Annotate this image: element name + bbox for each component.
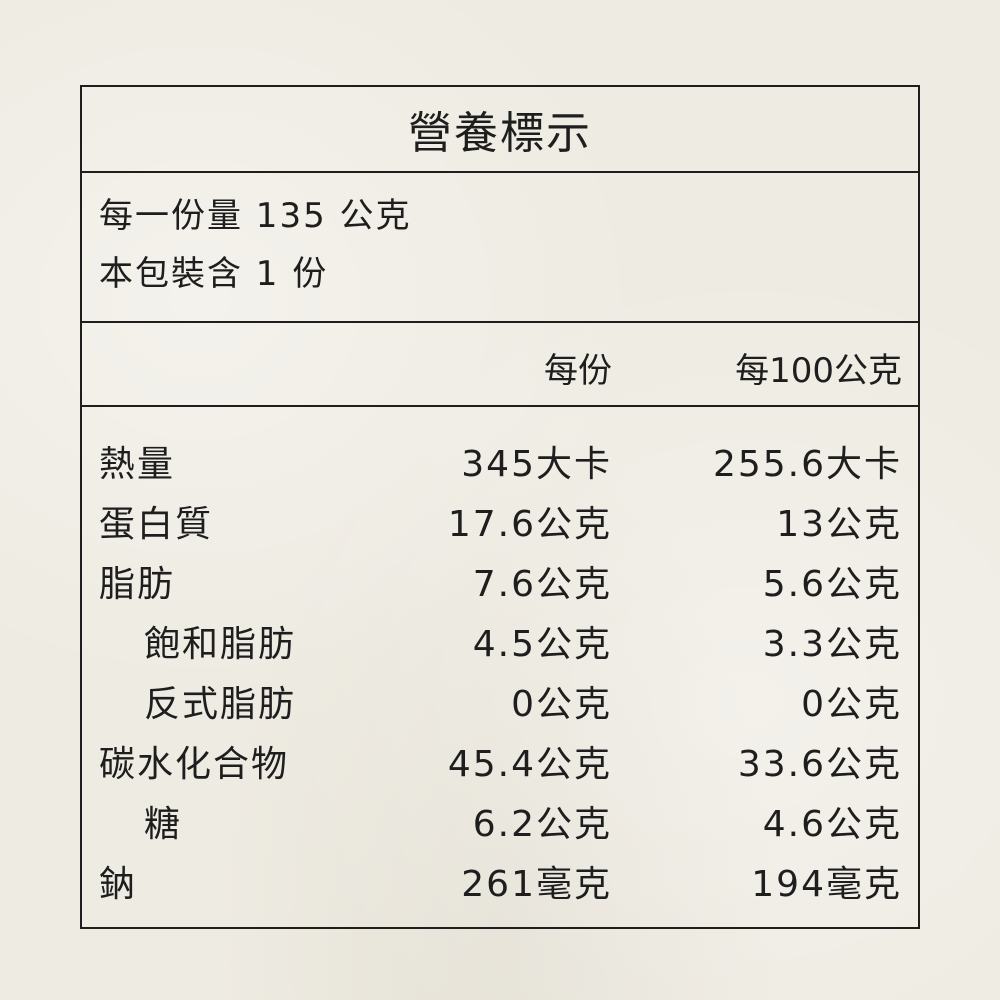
per-serving-value: 345大卡 <box>461 444 612 485</box>
serving-info: 每一份量 135 公克 本包裝含 1 份 <box>82 173 918 323</box>
nutrient-label: 蛋白質 <box>99 504 214 545</box>
per-serving-value: 7.6公克 <box>472 564 612 605</box>
per-serving-value: 4.5公克 <box>472 624 612 665</box>
per-serving-value: 6.2公克 <box>472 804 612 845</box>
per-100g-header: 每100公克 <box>735 351 902 391</box>
nutrient-label: 飽和脂肪 <box>144 624 297 665</box>
nutrient-row: 蛋白質 17.6公克 13公克 <box>82 489 918 549</box>
nutrient-row: 碳水化合物 45.4公克 33.6公克 <box>82 729 918 789</box>
per-100g-value: 5.6公克 <box>762 564 902 605</box>
per-serving-value: 261毫克 <box>461 864 612 905</box>
servings-per-package: 本包裝含 1 份 <box>99 254 329 294</box>
nutrient-row: 糖 6.2公克 4.6公克 <box>82 789 918 849</box>
nutrient-row: 鈉 261毫克 194毫克 <box>82 849 918 909</box>
per-100g-value: 4.6公克 <box>762 804 902 845</box>
label-title: 營養標示 <box>82 87 918 173</box>
per-serving-value: 45.4公克 <box>447 744 612 785</box>
nutrient-rows: 熱量 345大卡 255.6大卡 蛋白質 17.6公克 13公克 脂肪 7.6公克 … <box>82 407 918 909</box>
nutrient-label: 脂肪 <box>99 564 176 605</box>
nutrient-row: 熱量 345大卡 255.6大卡 <box>82 429 918 489</box>
per-100g-value: 194毫克 <box>751 864 902 905</box>
serving-size: 每一份量 135 公克 <box>99 196 412 236</box>
per-100g-value: 255.6大卡 <box>712 444 902 485</box>
per-serving-header: 每份 <box>544 351 612 391</box>
nutrient-label: 反式脂肪 <box>144 684 297 725</box>
per-100g-value: 3.3公克 <box>762 624 902 665</box>
per-100g-value: 0公克 <box>801 684 902 725</box>
nutrient-label: 糖 <box>144 804 183 845</box>
column-header: 每份 每100公克 <box>82 323 918 407</box>
nutrient-label: 熱量 <box>99 444 176 485</box>
nutrient-row: 反式脂肪 0公克 0公克 <box>82 669 918 729</box>
per-100g-value: 33.6公克 <box>737 744 902 785</box>
per-100g-value: 13公克 <box>776 504 902 545</box>
per-serving-value: 0公克 <box>511 684 612 725</box>
nutrition-label: 營養標示 每一份量 135 公克 本包裝含 1 份 每份 每100公克 熱量 3… <box>80 85 920 929</box>
nutrient-label: 碳水化合物 <box>99 744 290 785</box>
nutrient-row: 飽和脂肪 4.5公克 3.3公克 <box>82 609 918 669</box>
per-serving-value: 17.6公克 <box>447 504 612 545</box>
nutrient-label: 鈉 <box>99 864 138 905</box>
nutrient-row: 脂肪 7.6公克 5.6公克 <box>82 549 918 609</box>
